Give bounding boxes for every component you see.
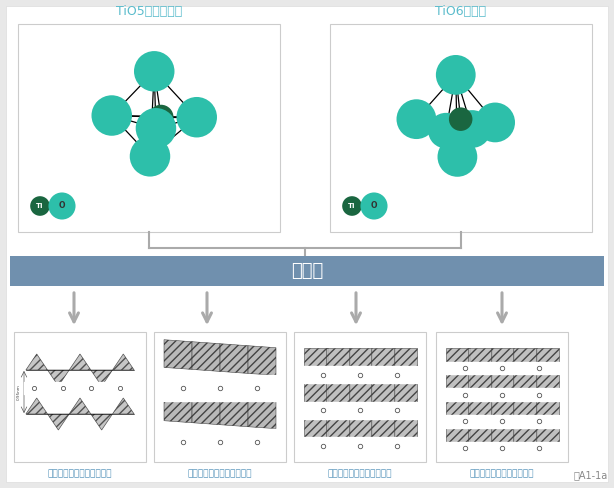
Bar	[14, 332, 146, 462]
Polygon shape	[371, 383, 395, 402]
Point	[192, 113, 201, 121]
Polygon shape	[69, 398, 91, 414]
Polygon shape	[446, 347, 470, 362]
Polygon shape	[491, 347, 515, 362]
Text: 八チタン酸カリウム構造図: 八チタン酸カリウム構造図	[470, 469, 534, 479]
Text: ニチタン酸カリウム構造図: ニチタン酸カリウム構造図	[48, 469, 112, 479]
Point	[369, 202, 379, 210]
Polygon shape	[491, 374, 515, 388]
Polygon shape	[535, 427, 559, 442]
Point	[107, 112, 117, 120]
Text: Ti: Ti	[36, 203, 44, 209]
Point	[35, 202, 45, 210]
Polygon shape	[371, 347, 395, 366]
Point	[145, 152, 155, 160]
Polygon shape	[327, 383, 350, 402]
Polygon shape	[327, 347, 350, 366]
Point	[441, 127, 451, 135]
Point	[451, 71, 460, 79]
Polygon shape	[304, 383, 327, 402]
Text: 図A1-1a: 図A1-1a	[573, 470, 608, 480]
Polygon shape	[164, 340, 192, 369]
Bar	[154, 332, 286, 462]
Bar	[294, 332, 426, 462]
Polygon shape	[535, 401, 559, 415]
Polygon shape	[26, 354, 47, 370]
Polygon shape	[164, 393, 192, 423]
Polygon shape	[491, 427, 515, 442]
Text: 0.95nm: 0.95nm	[17, 384, 21, 400]
Bar	[330, 24, 592, 232]
Polygon shape	[513, 374, 537, 388]
Polygon shape	[47, 414, 69, 430]
Point	[149, 67, 159, 75]
Bar	[18, 24, 280, 232]
Polygon shape	[304, 347, 327, 366]
Point	[156, 113, 166, 121]
Text: O: O	[371, 202, 377, 210]
Polygon shape	[446, 374, 470, 388]
Polygon shape	[69, 354, 91, 370]
Polygon shape	[304, 419, 327, 437]
Bar	[436, 332, 568, 462]
Point	[151, 124, 161, 132]
Point	[456, 115, 465, 123]
Polygon shape	[91, 370, 112, 386]
Polygon shape	[394, 383, 417, 402]
Polygon shape	[248, 399, 276, 429]
Polygon shape	[91, 414, 112, 430]
Polygon shape	[26, 398, 47, 414]
Polygon shape	[513, 401, 537, 415]
Polygon shape	[394, 347, 417, 366]
Polygon shape	[327, 419, 350, 437]
Polygon shape	[491, 401, 515, 415]
Polygon shape	[468, 347, 492, 362]
Text: TiO6八面体: TiO6八面体	[435, 5, 486, 18]
Polygon shape	[535, 347, 559, 362]
Polygon shape	[220, 344, 248, 373]
Polygon shape	[535, 374, 559, 388]
Text: 六チタン酸カリウム構造図: 六チタン酸カリウム構造図	[328, 469, 392, 479]
Polygon shape	[468, 401, 492, 415]
Polygon shape	[513, 427, 537, 442]
Point	[347, 202, 357, 210]
Polygon shape	[112, 398, 134, 414]
Text: 連　鎖: 連 鎖	[291, 262, 323, 280]
Point	[453, 153, 462, 161]
Text: TiO5三角両錐体: TiO5三角両錐体	[116, 5, 182, 18]
Text: O: O	[59, 202, 65, 210]
Bar	[10, 256, 604, 286]
Text: 四チタン酸カリウム構造図: 四チタン酸カリウム構造図	[188, 469, 252, 479]
Polygon shape	[349, 347, 372, 366]
Point	[57, 202, 67, 210]
Polygon shape	[349, 419, 372, 437]
Text: Ti: Ti	[348, 203, 356, 209]
Polygon shape	[47, 370, 69, 386]
Polygon shape	[446, 427, 470, 442]
Polygon shape	[394, 419, 417, 437]
Polygon shape	[468, 427, 492, 442]
Polygon shape	[349, 383, 372, 402]
Point	[467, 125, 477, 133]
Polygon shape	[513, 347, 537, 362]
Polygon shape	[220, 397, 248, 427]
Point	[411, 115, 421, 123]
Polygon shape	[192, 395, 220, 425]
Polygon shape	[446, 401, 470, 415]
Polygon shape	[468, 374, 492, 388]
Polygon shape	[192, 342, 220, 371]
Polygon shape	[248, 346, 276, 375]
Polygon shape	[371, 419, 395, 437]
Polygon shape	[112, 354, 134, 370]
Point	[490, 119, 500, 126]
